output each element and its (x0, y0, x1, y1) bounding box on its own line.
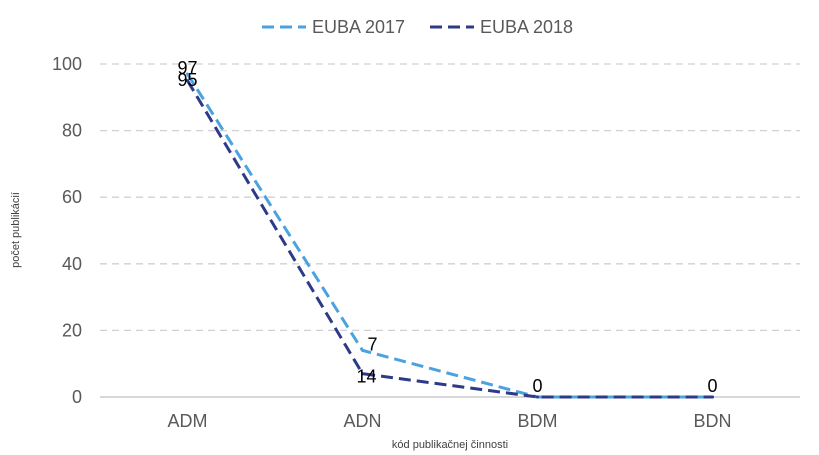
x-axis-title: kód publikačnej činnosti (392, 439, 508, 451)
y-tick-label: 20 (62, 320, 82, 340)
data-point (186, 79, 189, 83)
data-point (186, 72, 189, 76)
data-point (711, 395, 714, 399)
gridlines (100, 63, 800, 398)
data-label: 97 (177, 58, 197, 78)
legend-label-2: EUBA 2018 (480, 17, 573, 37)
y-tick-label: 40 (62, 254, 82, 274)
data-point (361, 372, 364, 376)
legend: EUBA 2017 EUBA 2018 (262, 17, 573, 37)
x-tick-label: BDM (518, 411, 558, 431)
y-tick-label: 0 (72, 387, 82, 407)
series-lines (186, 72, 714, 399)
y-tick-label: 60 (62, 187, 82, 207)
x-tick-label: ADM (168, 411, 208, 431)
y-tick-label: 100 (52, 54, 82, 74)
y-axis-title: počet publikácií (10, 192, 22, 268)
x-tick-label: BDN (693, 411, 731, 431)
legend-label-1: EUBA 2017 (312, 17, 405, 37)
x-axis-ticks: ADM ADN BDM BDN (168, 411, 732, 431)
data-label: 0 (532, 376, 542, 396)
data-label: 0 (707, 376, 717, 396)
data-point (361, 348, 364, 352)
data-label: 7 (367, 334, 377, 354)
data-point (536, 395, 539, 399)
y-tick-label: 80 (62, 121, 82, 141)
series-line-1 (186, 73, 713, 399)
y-axis-ticks: 0 20 40 60 80 100 (52, 54, 82, 407)
data-label: 14 (356, 366, 376, 386)
data-label: 95 (177, 70, 197, 90)
x-tick-label: ADN (343, 411, 381, 431)
series-line-2 (186, 79, 713, 399)
